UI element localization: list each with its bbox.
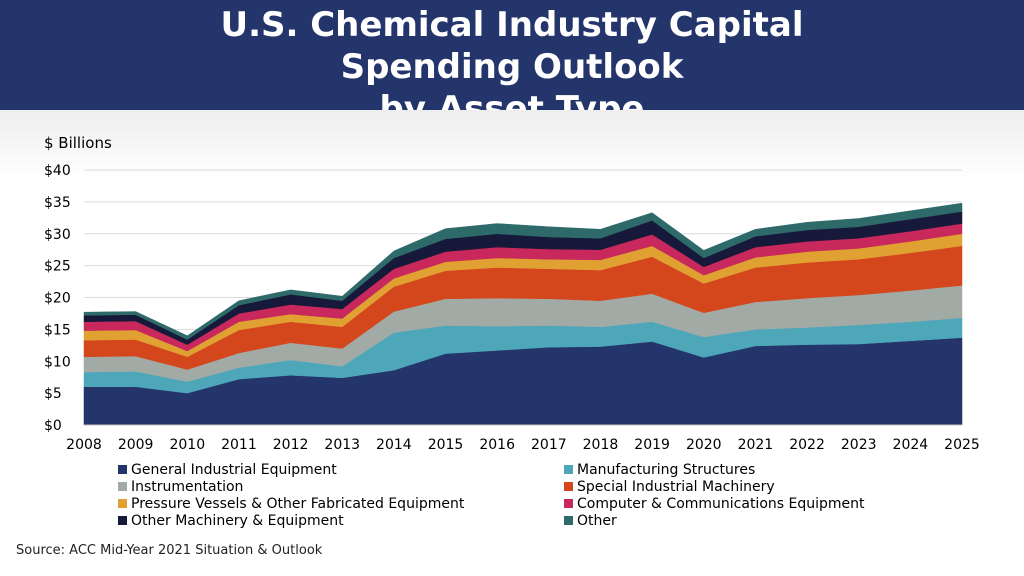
legend-label: Manufacturing Structures	[577, 461, 756, 478]
y-tick-label: $25	[44, 259, 71, 275]
legend-swatch	[564, 482, 573, 491]
legend-label: Other	[577, 512, 617, 529]
legend-swatch	[564, 516, 573, 525]
legend-swatch	[118, 482, 127, 491]
legend: General Industrial Equipment Manufacturin…	[118, 461, 918, 529]
area-other	[83, 202, 963, 340]
title-banner: U.S. Chemical Industry Capital Spending …	[0, 0, 1024, 129]
x-tick-label: 2017	[531, 437, 567, 453]
x-tick-label: 2024	[893, 437, 929, 453]
x-tick-label: 2020	[686, 437, 722, 453]
x-tick-label: 2009	[118, 437, 154, 453]
legend-item: Other	[564, 512, 918, 529]
legend-item: Instrumentation	[118, 478, 564, 495]
x-tick-label: 2021	[738, 437, 774, 453]
legend-label: Other Machinery & Equipment	[131, 512, 344, 529]
x-tick-label: 2008	[66, 437, 102, 453]
legend-label: Special Industrial Machinery	[577, 478, 775, 495]
x-tick-label: 2014	[376, 437, 412, 453]
x-tick-label: 2012	[273, 437, 309, 453]
legend-swatch	[118, 516, 127, 525]
x-tick-label: 2022	[789, 437, 825, 453]
y-tick-label: $10	[44, 354, 71, 370]
title-line-1: U.S. Chemical Industry Capital Spending …	[220, 5, 804, 87]
legend-item: Pressure Vessels & Other Fabricated Equi…	[118, 495, 564, 512]
legend-label: General Industrial Equipment	[131, 461, 337, 478]
y-axis-label: $ Billions	[44, 134, 112, 152]
x-tick-label: 2018	[583, 437, 619, 453]
legend-item: General Industrial Equipment	[118, 461, 564, 478]
source-note: Source: ACC Mid-Year 2021 Situation & Ou…	[16, 543, 323, 558]
legend-label: Computer & Communications Equipment	[577, 495, 865, 512]
legend-item: Special Industrial Machinery	[564, 478, 918, 495]
legend-swatch	[118, 499, 127, 508]
legend-item: Manufacturing Structures	[564, 461, 918, 478]
legend-swatch	[564, 465, 573, 474]
y-tick-label: $30	[44, 227, 71, 243]
legend-item: Computer & Communications Equipment	[564, 495, 918, 512]
x-tick-label: 2019	[634, 437, 670, 453]
legend-label: Pressure Vessels & Other Fabricated Equi…	[131, 495, 465, 512]
area-series	[83, 202, 963, 426]
y-tick-label: $20	[44, 291, 71, 307]
legend-item: Other Machinery & Equipment	[118, 512, 564, 529]
x-tick-label: 2025	[944, 437, 980, 453]
x-tick-label: 2013	[324, 437, 360, 453]
y-tick-label: $40	[44, 163, 71, 179]
axes: $0 $5 $10 $15 $20 $25 $30 $35 $40 2008 2009 2010 201…	[44, 163, 980, 453]
legend-label: Instrumentation	[131, 478, 244, 495]
legend-swatch	[564, 499, 573, 508]
x-tick-label: 2010	[169, 437, 205, 453]
x-tick-label: 2015	[428, 437, 464, 453]
y-tick-label: $35	[44, 195, 71, 211]
legend-swatch	[118, 465, 127, 474]
x-tick-label: 2016	[479, 437, 515, 453]
y-tick-label: $15	[44, 322, 71, 338]
x-tick-label: 2011	[221, 437, 257, 453]
y-tick-label: $5	[44, 386, 62, 402]
x-tick-label: 2023	[841, 437, 877, 453]
y-tick-label: $0	[44, 418, 62, 434]
